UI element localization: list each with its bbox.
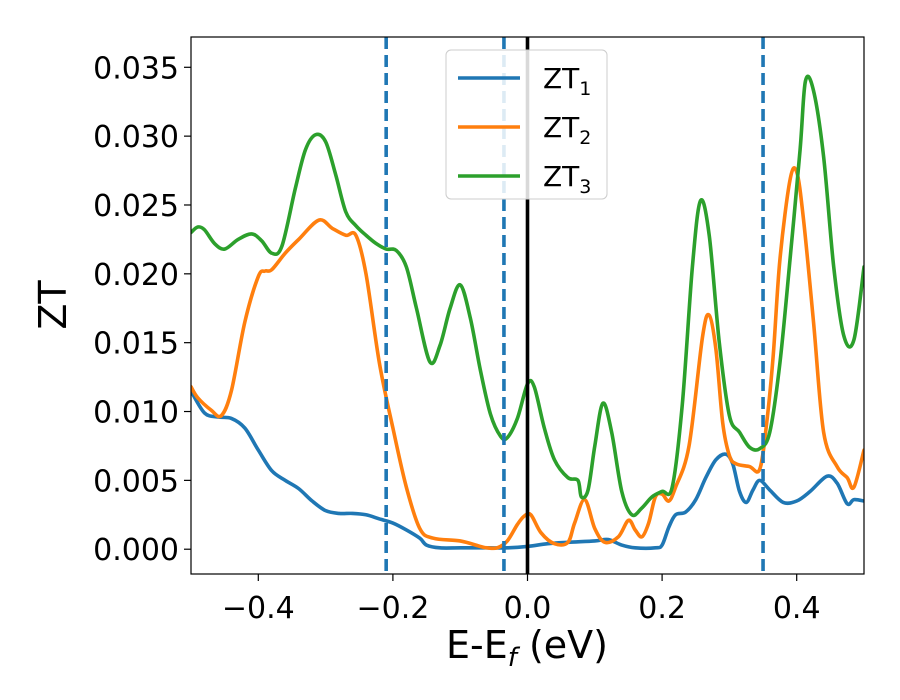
legend-box — [445, 49, 608, 200]
series-line-zt3 — [191, 74, 864, 518]
x-tick-label: 0.2 — [638, 591, 686, 626]
y-tick-label: 0.035 — [93, 51, 179, 86]
legend-label-zt2: ZT2 — [543, 111, 591, 149]
axes-layer: −0.4 −0.2 0.0 0.2 0.4 0.000 0.005 0.010 0.015 0.0… — [93, 51, 820, 626]
y-axis-label: ZT — [31, 280, 75, 330]
y-tick-label: 0.025 — [93, 189, 179, 224]
legend-label-zt3: ZT3 — [543, 160, 591, 198]
x-tick-label: 0.0 — [504, 591, 552, 626]
y-tick-label: 0.015 — [93, 327, 179, 362]
y-tick-label: 0.020 — [93, 258, 179, 293]
y-tick-label: 0.000 — [93, 533, 179, 568]
series-line-zt2 — [191, 166, 864, 551]
y-tick-label: 0.005 — [93, 464, 179, 499]
y-tick-label: 0.030 — [93, 120, 179, 155]
legend: ZT1 ZT2 ZT3 — [445, 49, 608, 200]
x-tick-label: −0.4 — [222, 591, 295, 626]
legend-label-zt1: ZT1 — [543, 62, 591, 100]
y-tick-label: 0.010 — [93, 396, 179, 431]
x-axis-label: E-Ef (eV) — [446, 623, 608, 673]
series-line-zt1 — [191, 389, 864, 550]
x-tick-label: −0.2 — [356, 591, 429, 626]
x-tick-label: 0.4 — [773, 591, 821, 626]
